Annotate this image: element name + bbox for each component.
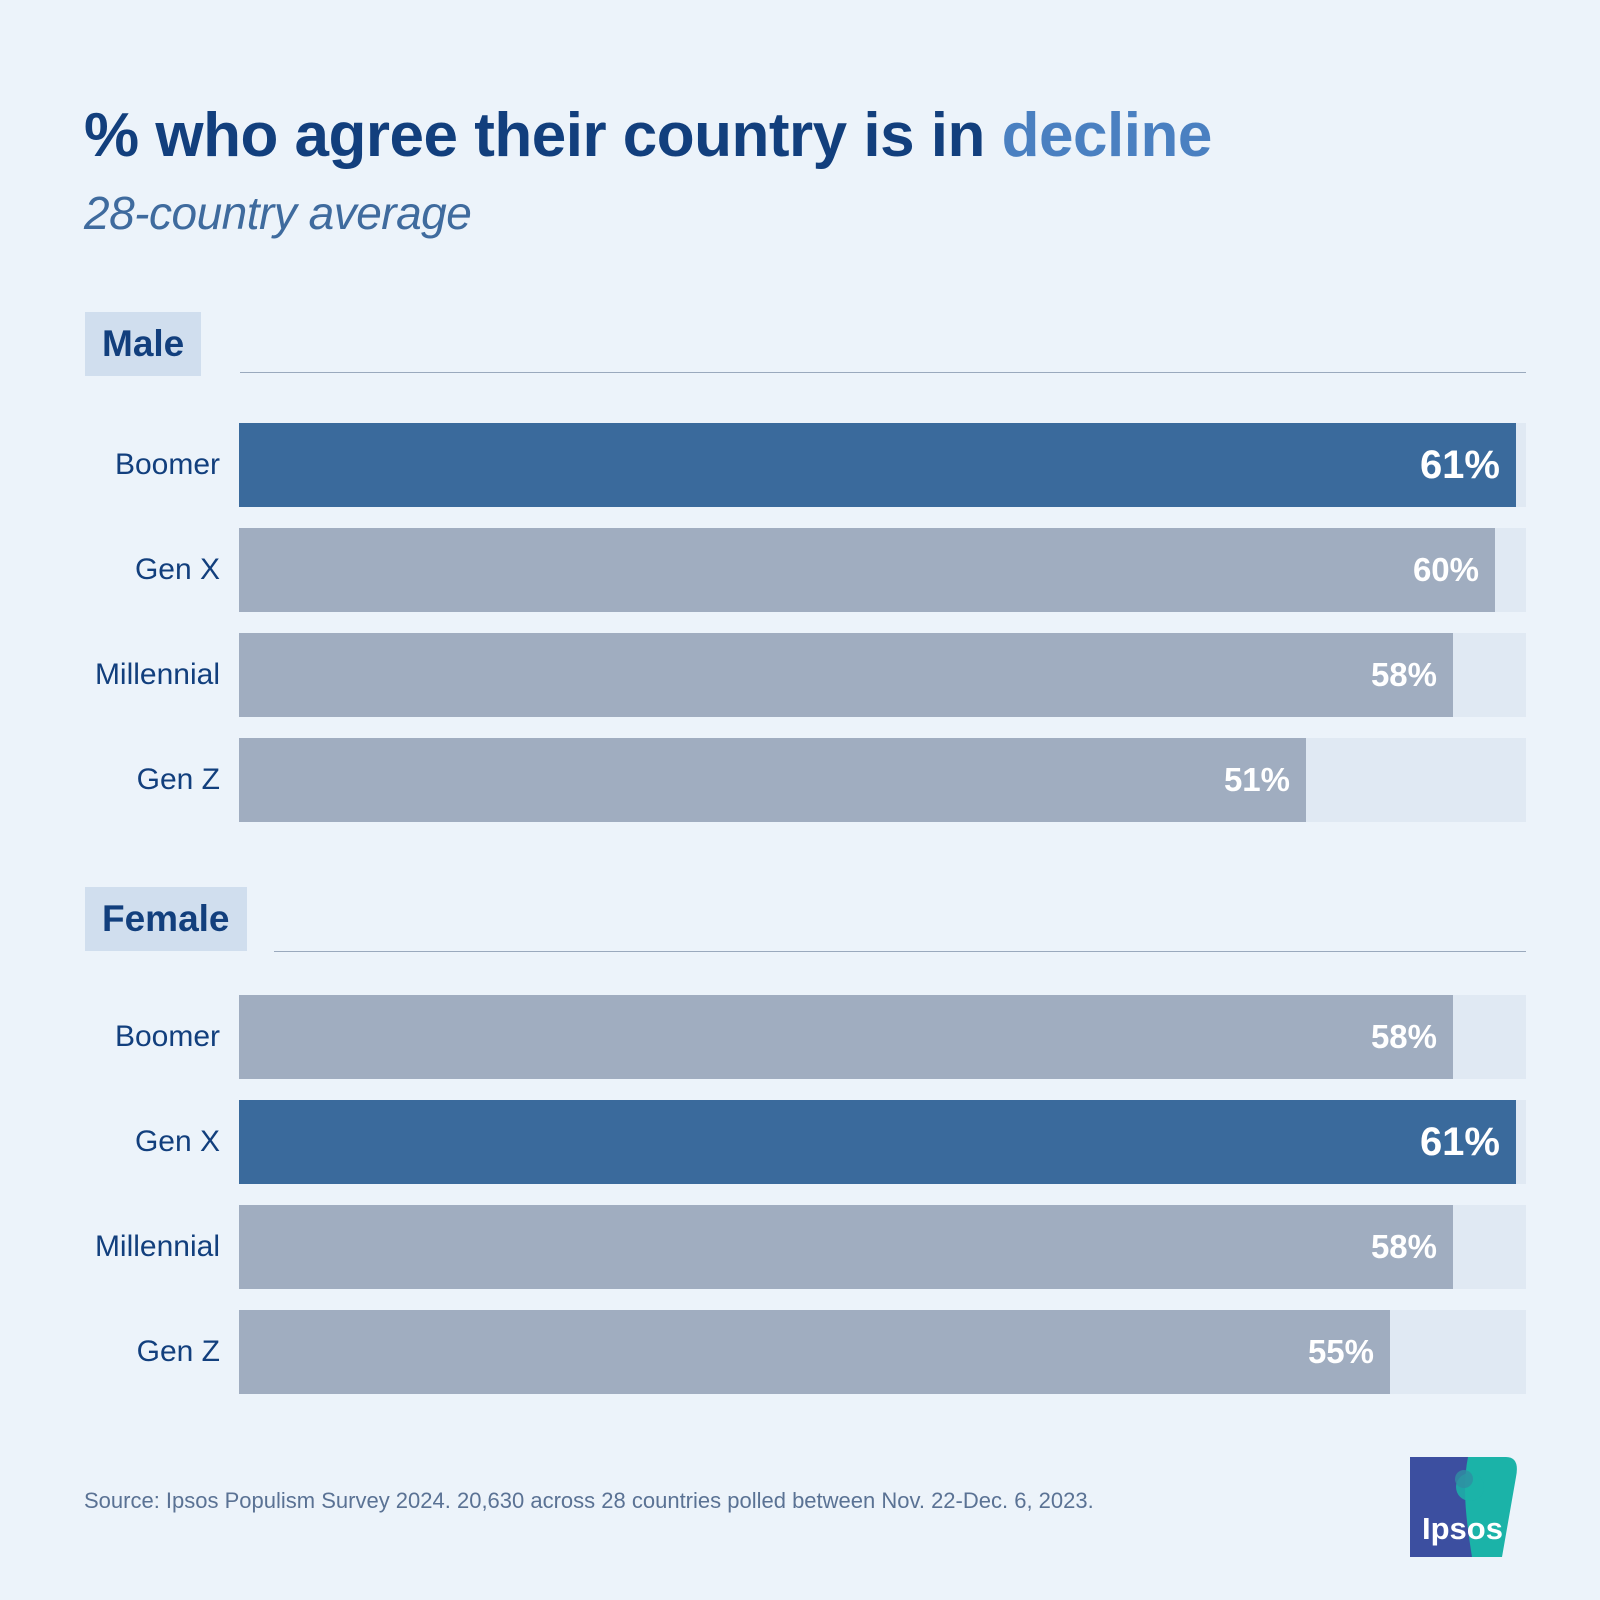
bar-track: 61% [239, 1100, 1526, 1184]
bar-female-millennial: 58% [239, 1205, 1453, 1289]
category-label-female-millennial: Millennial [94, 1230, 220, 1263]
ipsos-logo-icon: Ipsos [1410, 1457, 1517, 1557]
bar-female-boomer: 58% [239, 995, 1453, 1079]
data-label: 55% [1307, 1333, 1374, 1370]
data-label: 58% [1370, 1018, 1437, 1055]
bar-male-boomer: 61% [239, 423, 1516, 507]
category-label-male-gen-x: Gen X [134, 553, 220, 586]
bar-male-gen-z: 51% [239, 738, 1306, 822]
chart-title: % who agree their country is in decline [84, 100, 1212, 171]
category-label-male-millennial: Millennial [94, 658, 220, 691]
category-label-female-gen-z: Gen Z [136, 1335, 220, 1368]
bar-track: 58% [239, 1205, 1526, 1289]
category-label-female-gen-x: Gen X [134, 1125, 220, 1158]
bar-male-millennial: 58% [239, 633, 1453, 717]
title-main: % who agree their country is in [84, 101, 985, 170]
source-note: Source: Ipsos Populism Survey 2024. 20,6… [84, 1488, 1094, 1513]
category-label-female-boomer: Boomer [114, 1020, 220, 1053]
bar-track: 58% [239, 995, 1526, 1079]
data-label: 51% [1223, 761, 1290, 798]
bar-track: 60% [239, 528, 1526, 612]
bar-male-gen-x: 60% [239, 528, 1495, 612]
bar-track: 58% [239, 633, 1526, 717]
data-label: 60% [1412, 551, 1479, 588]
group-label-female: Female [85, 887, 247, 951]
data-label: 61% [1419, 1120, 1500, 1164]
bar-track: 51% [239, 738, 1526, 822]
data-label: 61% [1419, 443, 1500, 487]
title-accent: decline [1001, 101, 1213, 170]
bar-track: 55% [239, 1310, 1526, 1394]
bar-female-gen-x: 61% [239, 1100, 1516, 1184]
bar-female-gen-z: 55% [239, 1310, 1390, 1394]
data-label: 58% [1370, 656, 1437, 693]
group-label-male: Male [85, 312, 202, 376]
bar-track: 61% [239, 423, 1526, 507]
data-label: 58% [1370, 1228, 1437, 1265]
category-label-male-boomer: Boomer [114, 448, 220, 481]
logo-text: Ipsos [1422, 1511, 1503, 1546]
group-divider [274, 951, 1526, 952]
category-label-male-gen-z: Gen Z [136, 763, 220, 796]
chart-subtitle: 28-country average [84, 187, 472, 239]
group-divider [240, 372, 1526, 373]
